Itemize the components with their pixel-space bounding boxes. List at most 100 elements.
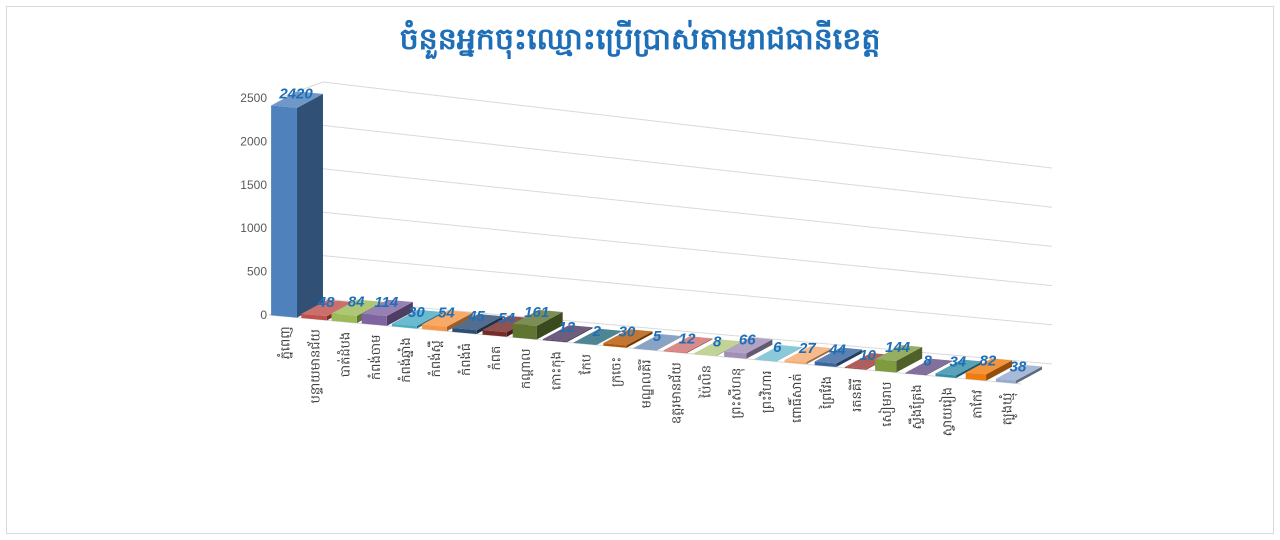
bar-top [603,329,653,346]
bar-top [663,336,713,353]
bar-side [476,316,503,335]
bar-23 [935,359,983,379]
bar-top [452,314,503,331]
data-label: 66 [739,331,756,348]
bar-front [935,373,957,379]
bar-18 [784,346,833,365]
data-label: 144 [885,339,911,356]
bar-top [271,91,323,108]
bar-side [296,93,323,318]
bar-front [512,323,537,340]
bar-7 [452,314,503,335]
bar-side [896,347,923,373]
bar-side [686,338,713,354]
bar-top [754,345,803,362]
bar-top [935,359,983,376]
data-label: 114 [374,294,399,311]
bar-front [875,359,897,373]
x-tick-label: បន្ទាយមានជ័យ [307,329,324,403]
data-label: 5 [653,328,662,345]
bar-top [301,299,353,317]
data-label: 161 [524,304,549,321]
bar-top [542,325,593,342]
bar-top [422,310,473,327]
data-label: 34 [949,353,966,370]
bar-top [693,339,743,356]
gridline-0 [322,298,1053,365]
x-tick-label: ភ្នំពេញ [277,326,294,359]
bar-side [626,331,653,348]
y-tick-label: 1500 [240,178,267,192]
bar-13 [633,334,683,351]
data-label: 30 [619,323,636,340]
chart-svg: ចំនួនអ្នកចុះឈ្មោះប្រើប្រាស់តាមរាជធានីខេត… [240,19,1053,436]
bars [271,91,1043,384]
bar-front [391,323,417,329]
bar-side [536,312,563,340]
bar-front [724,351,747,359]
y-tick-label: 0 [260,308,267,322]
bar-17 [754,345,803,362]
x-tick-label: មណ្ឌលគិរី [638,360,655,409]
bar-front [452,328,477,335]
bar-top [814,347,863,364]
bar-side [446,312,473,332]
x-tick-label: កំពង់ចាម [367,335,384,380]
x-tick-label: កំពង់ឆ្នាំង [397,337,414,382]
data-label: 8 [924,353,933,370]
bar-side [956,361,983,379]
data-label: 30 [408,304,425,321]
bar-12 [603,329,653,348]
bar-top [633,334,683,351]
data-label: 10 [859,347,876,364]
bar-9 [512,309,563,340]
bar-top [331,299,383,316]
bar-front [603,343,627,348]
bar-front [633,348,657,351]
x-tick-label: ស្ទឹងត្រែង [908,384,925,429]
bar-front [754,359,777,362]
bar-front [331,313,357,324]
bar-front [482,330,507,337]
gridline-500 [322,255,1053,326]
bar-10 [542,325,593,343]
bar-25 [995,364,1043,384]
x-tick-label: កំពង់ធំ [457,343,474,376]
y-tick-label: 2500 [240,91,267,105]
x-tick-label: កោះកុង [549,351,565,390]
data-label: 54 [498,310,515,327]
x-tick-label: ព្រះវិហារ [758,371,775,414]
x-tick-label: ស្វាយរៀង [938,387,956,436]
data-label: 54 [438,305,455,322]
bar-front [663,350,687,354]
gridline-side-2500 [278,81,324,99]
data-label: 82 [980,352,997,369]
y-tick-label: 2000 [240,134,267,148]
bar-front [693,353,717,357]
y-tick-label: 1000 [240,221,267,235]
chart-title: ចំនួនអ្នកចុះឈ្មោះប្រើប្រាស់តាមរាជធានីខេត… [400,19,881,60]
bar-front [301,313,327,321]
bar-side [806,348,833,365]
bar-side [926,360,953,376]
x-tick-label: ព្រៃវែង [818,376,835,410]
bar-front [814,361,837,368]
x-tick-label: បាត់ដំបង [337,332,354,377]
bar-19 [814,347,863,368]
bar-side [836,349,863,368]
data-label: 12 [679,330,696,347]
gridline-2000 [322,124,1053,208]
bar-top [573,328,623,345]
data-label: 48 [317,294,335,311]
x-axis: ភ្នំពេញ បន្ទាយមានជ័យ បាត់ដំបង កំពង់ចាម កំពង់… [277,326,1018,436]
bar-top [724,337,773,354]
x-tick-label: ឧត្ដរមានជ័យ [668,362,685,424]
x-tick-label: រតនគិរី [848,379,865,412]
bar-side [386,302,413,326]
bar-11 [573,328,623,346]
gridline-1500 [322,168,1053,247]
bar-front [422,324,447,332]
data-label: 6 [773,339,782,356]
x-tick-label: ត្បូងឃ្មុំ [998,393,1017,426]
